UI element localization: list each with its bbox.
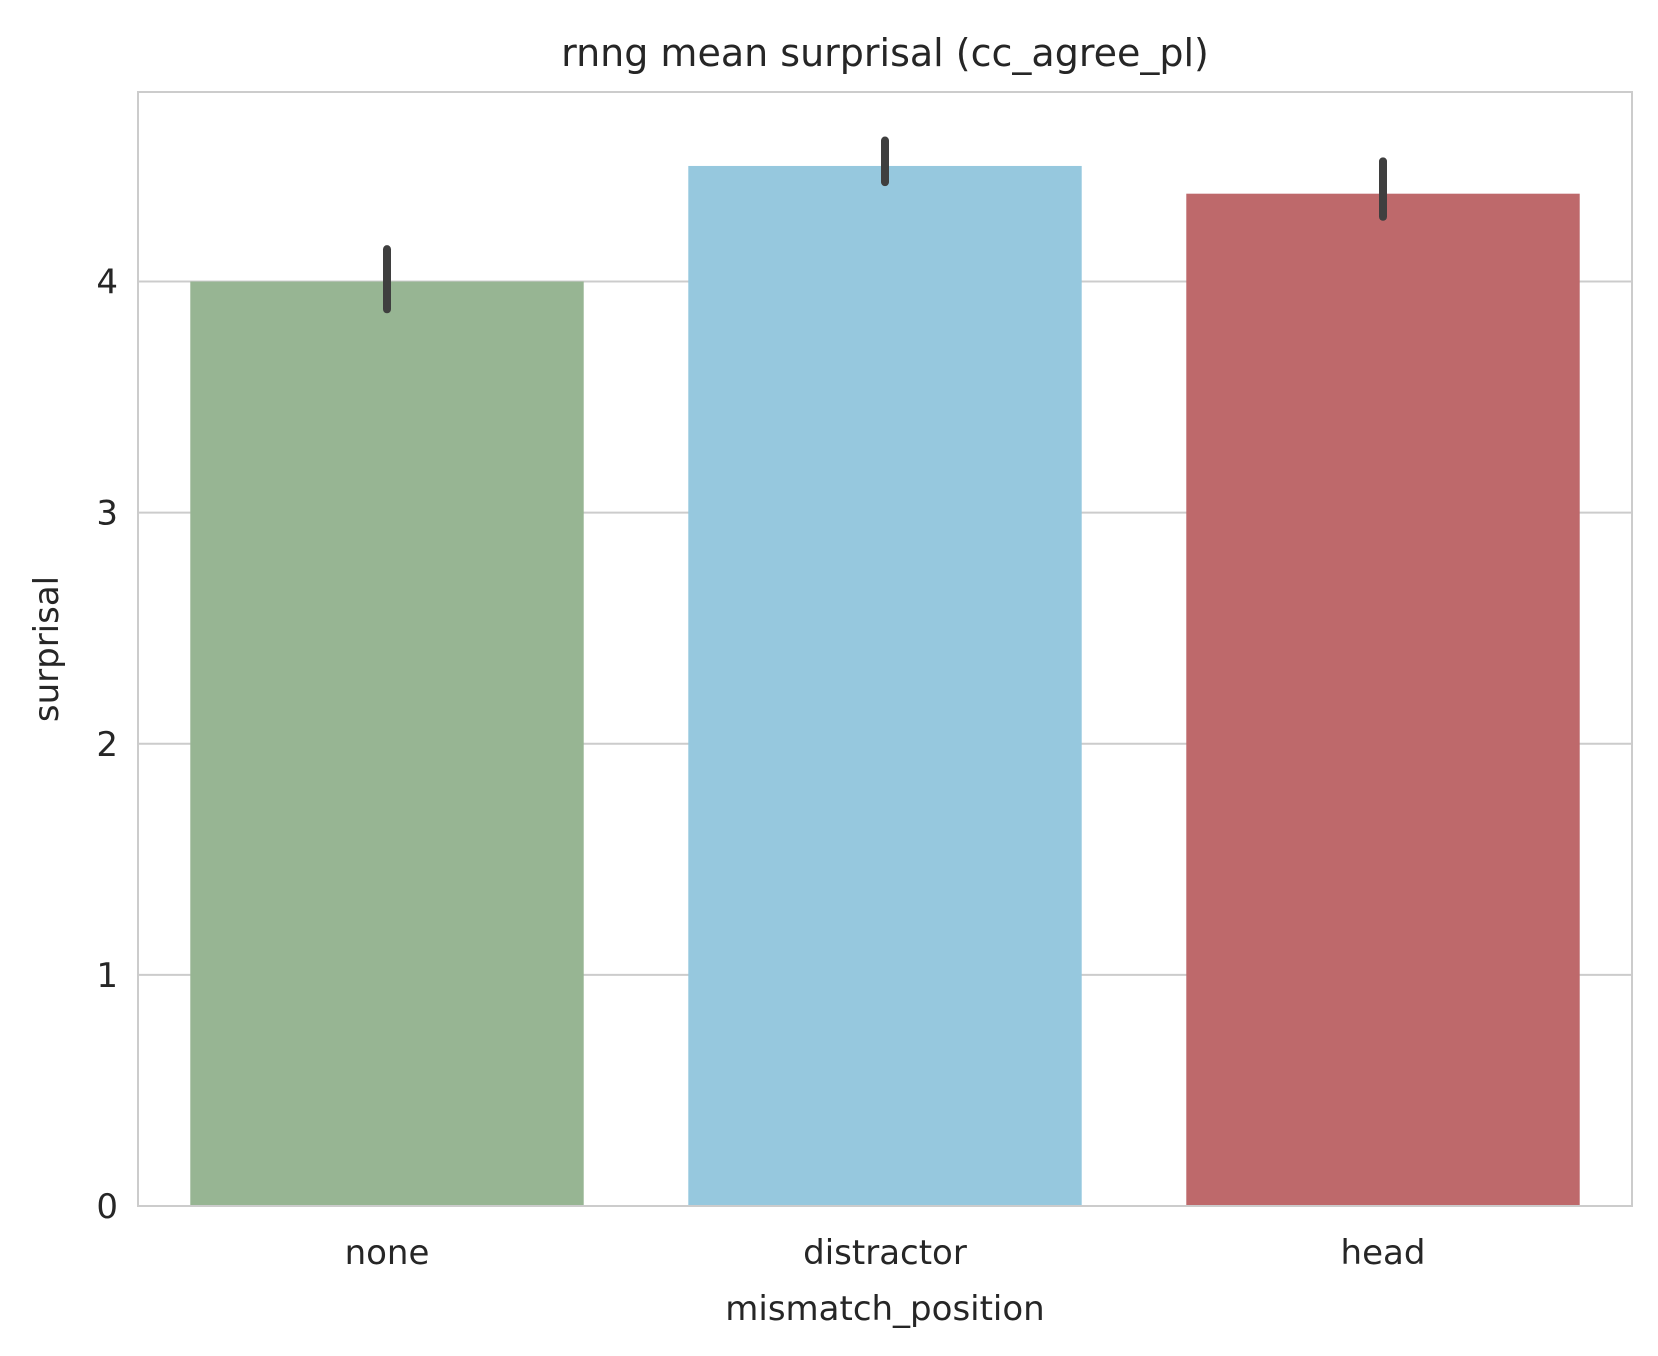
bar-distractor [688,165,1082,1207]
y-tick-label-4: 4 [96,263,118,303]
plot-frame [137,91,1633,1207]
y-tick-label-0: 0 [96,1187,118,1227]
error-bar-layer [383,136,1387,314]
y-tick-label-1: 1 [96,956,118,996]
x-tick-label-distractor: distractor [803,1233,967,1273]
y-tick-labels: 0 1 2 3 4 [96,263,118,1227]
y-tick-label-3: 3 [96,494,118,534]
bar-head [1186,193,1580,1207]
x-tick-label-none: none [345,1233,430,1273]
x-tick-label-head: head [1341,1233,1426,1273]
chart-title: rnng mean surprisal (cc_agree_pl) [561,31,1209,75]
bar-none [190,281,584,1206]
y-tick-label-2: 2 [96,725,118,765]
x-axis-label: mismatch_position [725,1289,1044,1329]
y-axis-label: surprisal [27,576,67,722]
bar-layer [190,165,1580,1207]
x-tick-labels: none distractor head [345,1233,1426,1273]
